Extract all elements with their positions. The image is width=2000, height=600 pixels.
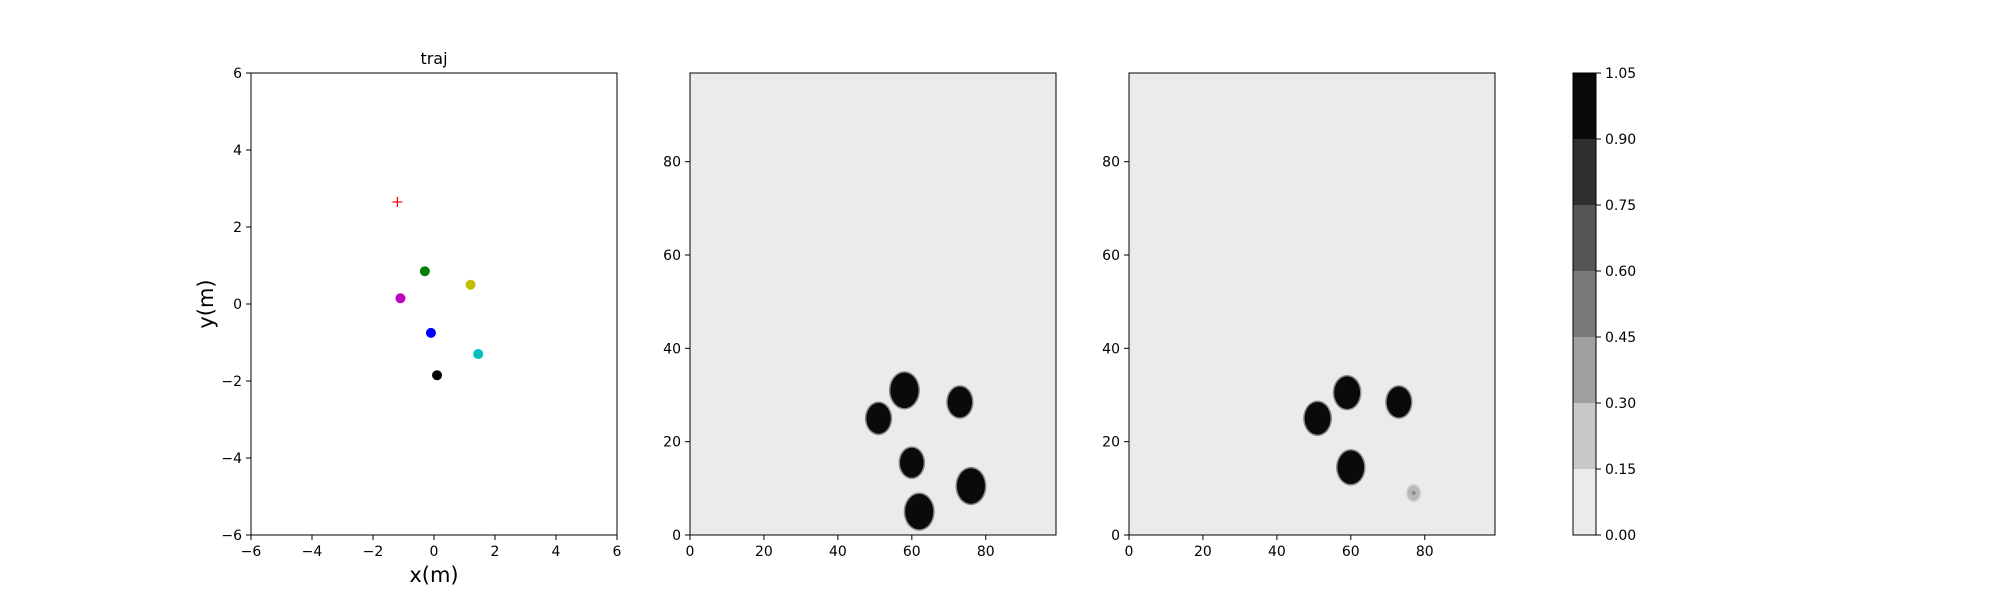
x-tick-label: 6 <box>613 544 622 560</box>
y-tick-label: 80 <box>1102 155 1120 171</box>
occupancy-blob <box>1303 400 1332 437</box>
colorbar-tick-label: 0.00 <box>1605 528 1636 544</box>
scatter-points <box>392 196 484 381</box>
y-tick-label: −4 <box>221 451 242 467</box>
occupancy-blob <box>1332 374 1362 411</box>
occupancy-blobs <box>1303 374 1422 502</box>
y-tick-label: 60 <box>663 248 681 264</box>
colorbar-frame <box>1572 72 1597 536</box>
plot-title: traj <box>420 49 447 68</box>
y-axis-label: y(m) <box>194 279 218 328</box>
occupancy-blob <box>1406 484 1422 502</box>
colorbar-band <box>1573 337 1596 403</box>
colorbar-tick-label: 0.30 <box>1605 396 1636 412</box>
colorbar-tick-label: 0.60 <box>1605 264 1636 280</box>
colorbar-band <box>1573 271 1596 337</box>
x-tick-label: 20 <box>1194 544 1212 560</box>
x-tick-label: 40 <box>829 544 847 560</box>
y-tick-label: 2 <box>233 220 242 236</box>
occupancy-blob <box>903 492 935 531</box>
occupancy-blob <box>1385 385 1413 419</box>
occupancy-blob <box>864 401 893 436</box>
occupancy-blob <box>1336 449 1366 486</box>
x-tick-label: −4 <box>302 544 323 560</box>
y-tick-label: −6 <box>221 528 242 544</box>
target-plus-marker <box>392 196 403 207</box>
scatter-point <box>465 279 476 290</box>
x-tick-label: 0 <box>1125 544 1134 560</box>
y-tick-label: 40 <box>663 341 681 357</box>
y-tick-label: 40 <box>1102 341 1120 357</box>
map-panel-1: 0 20 40 60 80 0 20 40 60 80 <box>663 72 1057 560</box>
scatter-point <box>425 327 436 338</box>
x-tick-label: 40 <box>1268 544 1286 560</box>
scatter-point <box>419 266 430 277</box>
colorbar-tick-label: 1.05 <box>1605 66 1636 82</box>
y-tick-label: 80 <box>663 155 681 171</box>
y-tick-label: 6 <box>233 66 242 82</box>
map-panel-2: 0 20 40 60 80 0 20 40 60 80 <box>1102 72 1496 560</box>
traj-panel: traj −6 −4 −2 0 2 4 6 −6 −4 −2 0 2 4 6 x(m) y(m) <box>194 49 622 587</box>
y-axis-ticks: 0 20 40 60 80 <box>663 155 690 544</box>
y-tick-label: 0 <box>233 297 242 313</box>
y-tick-label: 0 <box>672 528 681 544</box>
colorbar-band <box>1573 73 1596 139</box>
x-tick-label: −2 <box>363 544 384 560</box>
y-tick-label: 0 <box>1111 528 1120 544</box>
x-axis-ticks: 0 20 40 60 80 <box>686 535 995 560</box>
occupancy-blobs <box>864 371 987 531</box>
y-tick-label: 4 <box>233 143 242 159</box>
colorbar-band <box>1573 139 1596 205</box>
x-tick-label: 4 <box>552 544 561 560</box>
colorbar-tick-label: 0.15 <box>1605 462 1636 478</box>
x-tick-label: 2 <box>491 544 500 560</box>
x-tick-label: 20 <box>755 544 773 560</box>
colorbar-band <box>1573 469 1596 535</box>
x-tick-label: −6 <box>241 544 262 560</box>
x-tick-label: 80 <box>977 544 995 560</box>
scatter-point <box>432 370 443 381</box>
colorbar-band <box>1573 403 1596 469</box>
occupancy-blob <box>955 466 987 506</box>
y-tick-label: 20 <box>663 435 681 451</box>
colorbar-tick-label: 0.90 <box>1605 132 1636 148</box>
x-tick-label: 60 <box>1342 544 1360 560</box>
occupancy-blob <box>946 385 974 419</box>
colorbar: 0.00 0.15 0.30 0.45 0.60 0.75 0.90 1.05 <box>1572 66 1636 544</box>
scatter-point <box>395 293 406 304</box>
plot-area <box>250 72 618 536</box>
colorbar-band <box>1573 205 1596 271</box>
x-axis-ticks: −6 −4 −2 0 2 4 6 <box>241 535 622 560</box>
colorbar-tick-label: 0.75 <box>1605 198 1636 214</box>
x-tick-label: 0 <box>686 544 695 560</box>
x-axis-label: x(m) <box>409 563 458 587</box>
y-tick-label: −2 <box>221 374 242 390</box>
scatter-point <box>473 349 484 360</box>
y-tick-label: 60 <box>1102 248 1120 264</box>
colorbar-tick-label: 0.45 <box>1605 330 1636 346</box>
x-tick-label: 0 <box>430 544 439 560</box>
y-tick-label: 20 <box>1102 435 1120 451</box>
colorbar-ticks: 0.00 0.15 0.30 0.45 0.60 0.75 0.90 1.05 <box>1596 66 1636 544</box>
x-tick-label: 80 <box>1416 544 1434 560</box>
x-tick-label: 60 <box>903 544 921 560</box>
occupancy-blob <box>898 446 926 480</box>
plot-area <box>1128 72 1496 536</box>
y-axis-ticks: −6 −4 −2 0 2 4 6 <box>221 66 251 544</box>
occupancy-blob <box>888 371 920 410</box>
x-axis-ticks: 0 20 40 60 80 <box>1125 535 1434 560</box>
plot-area <box>689 72 1057 536</box>
colorbar-bands <box>1573 73 1596 535</box>
y-axis-ticks: 0 20 40 60 80 <box>1102 155 1129 544</box>
